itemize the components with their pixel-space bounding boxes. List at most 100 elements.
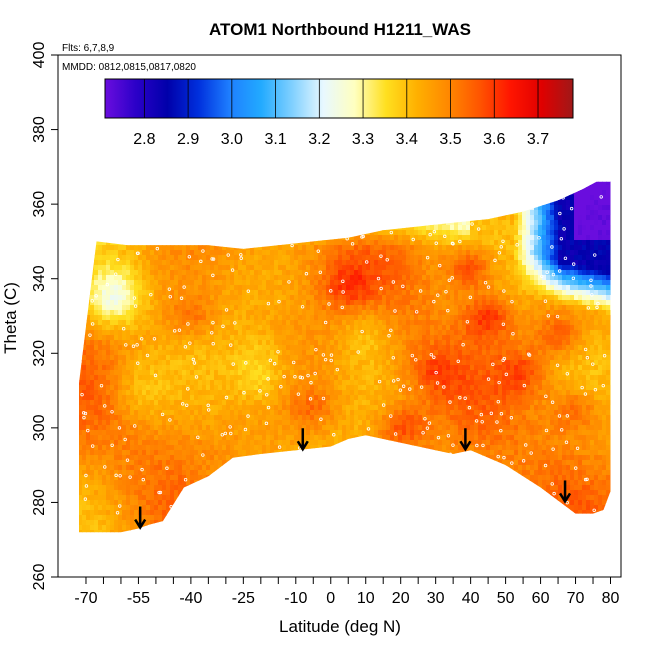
heatmap-cell bbox=[66, 375, 71, 381]
heatmap-cell bbox=[242, 535, 247, 541]
heatmap-cell bbox=[78, 175, 83, 181]
heatmap-cell bbox=[106, 370, 111, 376]
heatmap-cell bbox=[166, 435, 171, 441]
heatmap-cell bbox=[106, 535, 111, 541]
heatmap-cell bbox=[182, 450, 187, 456]
heatmap-cell bbox=[102, 515, 107, 521]
heatmap-cell bbox=[238, 280, 243, 286]
heatmap-cell bbox=[222, 495, 227, 501]
heatmap-cell bbox=[194, 165, 199, 171]
heatmap-cell bbox=[90, 295, 95, 301]
heatmap-cell bbox=[242, 530, 247, 533]
heatmap-cell bbox=[246, 395, 251, 401]
heatmap-cell bbox=[170, 305, 175, 311]
heatmap-cell bbox=[278, 450, 283, 456]
heatmap-cell bbox=[174, 430, 179, 436]
heatmap-cell bbox=[146, 485, 151, 491]
heatmap-cell bbox=[182, 290, 187, 296]
heatmap-cell bbox=[66, 480, 71, 486]
heatmap-cell bbox=[118, 240, 123, 246]
heatmap-cell bbox=[110, 235, 115, 241]
heatmap-cell bbox=[198, 170, 203, 176]
heatmap-cell bbox=[258, 370, 263, 376]
heatmap-cell bbox=[86, 450, 91, 456]
heatmap-cell bbox=[282, 355, 287, 361]
heatmap-cell bbox=[222, 205, 227, 211]
heatmap-cell bbox=[306, 530, 311, 533]
heatmap-cell bbox=[174, 181, 179, 186]
heatmap-cell bbox=[202, 530, 207, 533]
heatmap-cell bbox=[198, 225, 203, 231]
heatmap-cell bbox=[142, 205, 147, 211]
heatmap-cell bbox=[114, 450, 119, 456]
heatmap-cell bbox=[310, 530, 315, 533]
heatmap-cell bbox=[254, 240, 259, 246]
heatmap-cell bbox=[306, 215, 311, 221]
heatmap-cell bbox=[62, 165, 67, 171]
heatmap-cell bbox=[306, 220, 311, 226]
heatmap-cell bbox=[238, 290, 243, 296]
heatmap-cell bbox=[230, 515, 235, 521]
heatmap-cell bbox=[270, 460, 275, 466]
heatmap-cell bbox=[286, 165, 291, 171]
heatmap-cell bbox=[206, 455, 211, 461]
heatmap-cell bbox=[74, 390, 79, 396]
heatmap-cell bbox=[226, 515, 231, 521]
heatmap-cell bbox=[202, 205, 207, 211]
heatmap-cell bbox=[270, 505, 275, 511]
heatmap-cell bbox=[79, 255, 83, 261]
heatmap-cell bbox=[114, 445, 119, 451]
heatmap-cell bbox=[314, 220, 319, 226]
heatmap-cell bbox=[170, 335, 175, 341]
heatmap-cell bbox=[226, 485, 231, 491]
heatmap-cell bbox=[198, 430, 203, 436]
heatmap-cell bbox=[102, 420, 107, 426]
heatmap-cell bbox=[306, 255, 311, 261]
heatmap-cell bbox=[158, 475, 163, 481]
heatmap-cell bbox=[186, 380, 191, 386]
heatmap-cell bbox=[198, 385, 203, 391]
heatmap-cell bbox=[182, 295, 187, 301]
heatmap-cell bbox=[254, 165, 259, 171]
heatmap-cell bbox=[98, 340, 103, 346]
heatmap-cell bbox=[258, 310, 263, 316]
heatmap-cell bbox=[286, 375, 291, 381]
heatmap-cell bbox=[266, 320, 271, 326]
heatmap-cell bbox=[270, 355, 275, 361]
heatmap-cell bbox=[202, 460, 207, 466]
heatmap-cell bbox=[246, 275, 251, 281]
heatmap-cell bbox=[314, 450, 319, 456]
heatmap-cell bbox=[86, 470, 91, 476]
heatmap-cell bbox=[82, 350, 87, 356]
heatmap-cell bbox=[98, 530, 103, 533]
heatmap-cell bbox=[242, 410, 247, 416]
heatmap-cell bbox=[318, 290, 323, 296]
heatmap-cell bbox=[278, 395, 283, 401]
heatmap-cell bbox=[186, 375, 191, 381]
heatmap-cell bbox=[110, 315, 115, 321]
heatmap-cell bbox=[122, 380, 127, 386]
heatmap-cell bbox=[282, 410, 287, 416]
heatmap-cell bbox=[194, 390, 199, 396]
heatmap-cell bbox=[82, 500, 87, 506]
heatmap-cell bbox=[234, 330, 239, 336]
heatmap-cell bbox=[290, 450, 295, 456]
heatmap-cell bbox=[94, 335, 99, 341]
heatmap-cell bbox=[106, 410, 111, 416]
heatmap-cell bbox=[106, 480, 111, 486]
heatmap-cell bbox=[218, 300, 223, 306]
heatmap-cell bbox=[270, 530, 275, 533]
heatmap-cell bbox=[286, 415, 291, 421]
heatmap-cell bbox=[170, 515, 175, 521]
heatmap-cell bbox=[278, 195, 283, 201]
heatmap-cell bbox=[158, 305, 163, 311]
heatmap-cell bbox=[206, 370, 211, 376]
heatmap-cell bbox=[74, 220, 79, 226]
heatmap-cell bbox=[230, 485, 235, 491]
heatmap-cell bbox=[138, 495, 143, 501]
heatmap-cell bbox=[158, 510, 163, 516]
heatmap-cell bbox=[306, 540, 311, 546]
heatmap-cell bbox=[126, 235, 131, 241]
heatmap-cell bbox=[202, 415, 207, 421]
heatmap-cell bbox=[170, 380, 175, 386]
